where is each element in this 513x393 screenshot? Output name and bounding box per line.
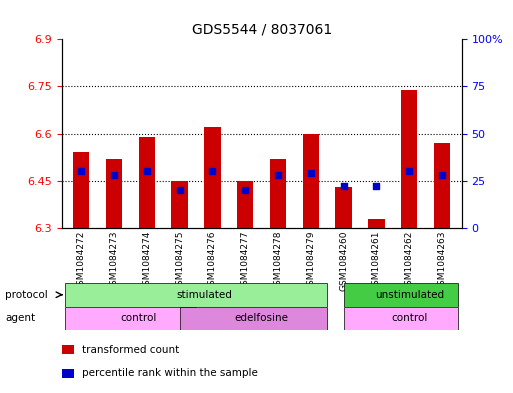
Bar (434, 143, 450, 228)
Text: GSM1084273: GSM1084273 (110, 231, 119, 291)
Bar (73, 152, 89, 228)
Text: GSM1084276: GSM1084276 (208, 231, 217, 291)
Text: unstimulated: unstimulated (374, 290, 444, 300)
Point (143, 168, 151, 174)
Bar (204, 127, 221, 228)
Bar (62, 345, 73, 354)
Bar (401, 90, 418, 228)
Point (274, 172, 282, 178)
Bar (171, 181, 188, 228)
Bar (270, 159, 286, 228)
Bar (139, 137, 155, 228)
Text: edelfosine: edelfosine (234, 313, 289, 323)
Point (241, 187, 249, 193)
Text: agent: agent (5, 313, 35, 323)
Text: GSM1084275: GSM1084275 (175, 231, 184, 291)
Text: control: control (121, 313, 157, 323)
Text: transformed count: transformed count (82, 345, 179, 355)
FancyBboxPatch shape (344, 283, 459, 307)
Point (372, 183, 381, 189)
Point (110, 172, 118, 178)
Text: stimulated: stimulated (176, 290, 232, 300)
Text: GSM1084272: GSM1084272 (77, 231, 86, 291)
FancyBboxPatch shape (65, 283, 327, 307)
Text: GSM1084263: GSM1084263 (438, 231, 446, 291)
Text: GSM1084260: GSM1084260 (339, 231, 348, 291)
Text: GSM1084277: GSM1084277 (241, 231, 250, 291)
Point (307, 170, 315, 176)
Point (208, 168, 216, 174)
Bar (303, 134, 319, 228)
Point (77, 168, 85, 174)
Text: GSM1084261: GSM1084261 (372, 231, 381, 291)
Point (438, 172, 446, 178)
Point (405, 168, 413, 174)
Point (175, 187, 184, 193)
Bar (237, 181, 253, 228)
Text: GSM1084279: GSM1084279 (306, 231, 315, 291)
Text: percentile rank within the sample: percentile rank within the sample (82, 368, 258, 378)
Text: control: control (391, 313, 427, 323)
FancyBboxPatch shape (180, 307, 327, 330)
Text: protocol: protocol (5, 290, 48, 300)
FancyBboxPatch shape (65, 307, 196, 330)
Bar (106, 159, 122, 228)
Bar (336, 187, 352, 228)
Bar (368, 219, 385, 228)
Bar (62, 369, 73, 378)
Title: GDS5544 / 8037061: GDS5544 / 8037061 (191, 23, 332, 37)
Text: GSM1084262: GSM1084262 (405, 231, 413, 291)
Text: GSM1084274: GSM1084274 (142, 231, 151, 291)
FancyBboxPatch shape (344, 307, 459, 330)
Text: GSM1084278: GSM1084278 (273, 231, 283, 291)
Point (340, 183, 348, 189)
